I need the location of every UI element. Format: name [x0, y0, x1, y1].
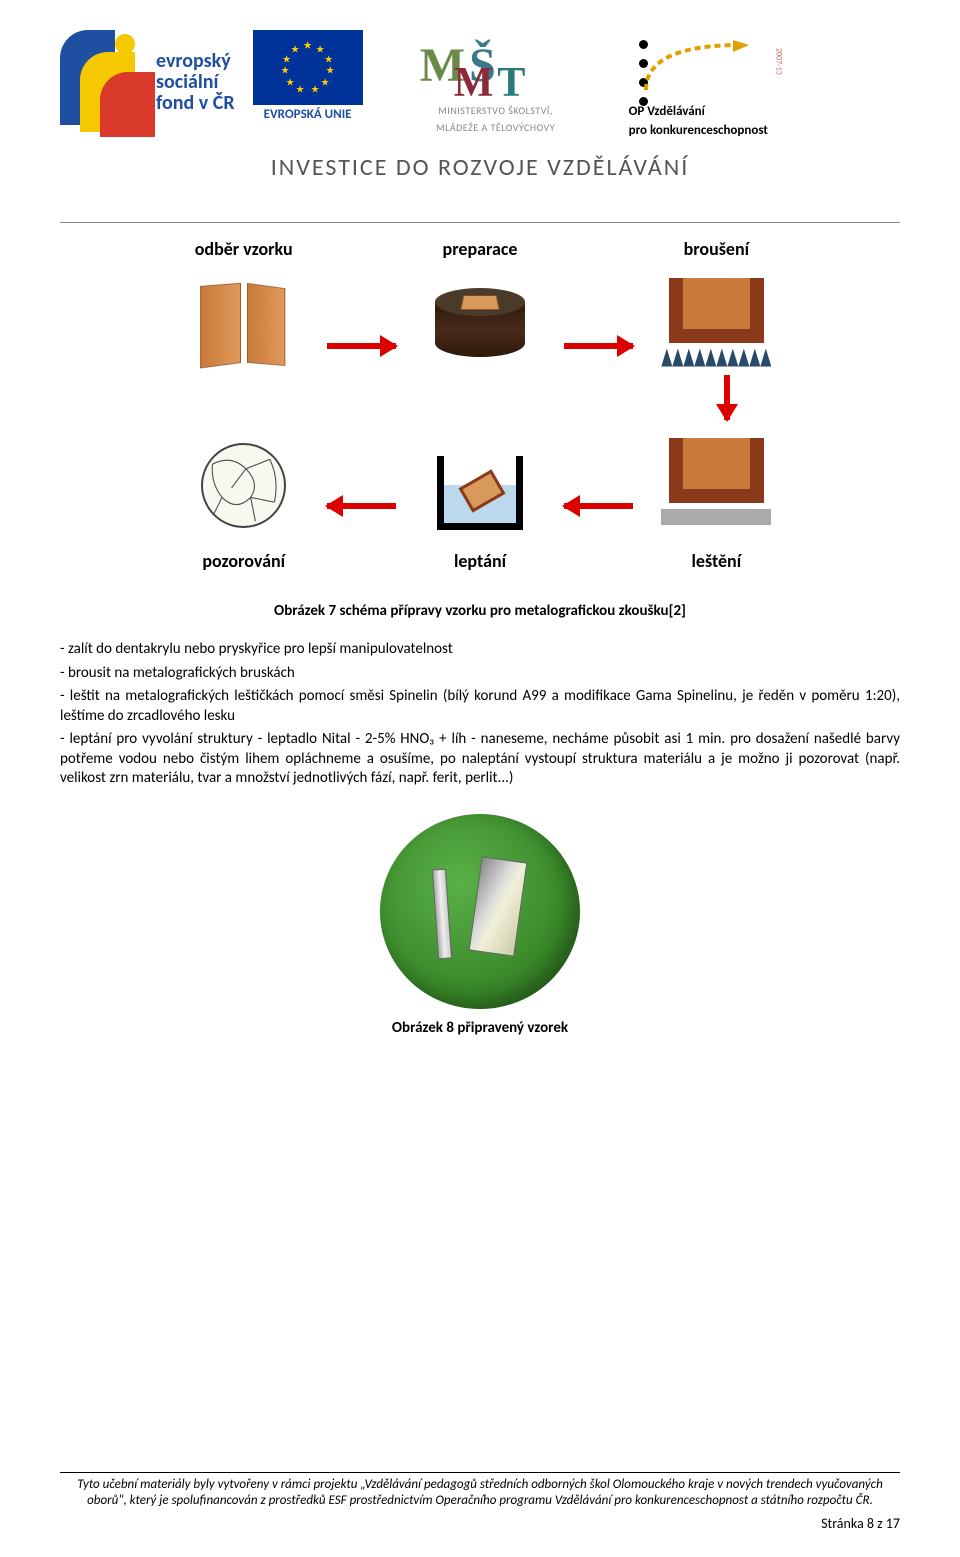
eu-logo: ★ ★ ★ ★ ★ ★ ★ ★ ★ ★ ★ ★ EVROPSKÁ UNIE — [253, 30, 363, 122]
figure-8-caption: Obrázek 8 připravený vzorek — [60, 1019, 900, 1037]
process-diagram: odběr vzorku preparace broušení — [160, 238, 800, 572]
msmt-logo: M Š M T MINISTERSTVO ŠKOLSTVÍ, MLÁDEŽE A… — [381, 30, 611, 134]
arrow-down-icon — [724, 375, 730, 420]
header-logo-strip: evropský sociální fond v ČR ★ ★ ★ ★ ★ ★ … — [60, 30, 900, 138]
figure-7-caption: Obrázek 7 schéma přípravy vzorku pro met… — [60, 602, 900, 620]
pic-brouseni — [633, 275, 800, 375]
label-odber: odběr vzorku — [160, 238, 327, 260]
sample-disc — [380, 814, 580, 1009]
line-2: - brousit na metalografických bruskách — [60, 664, 900, 684]
arrow-left-icon — [564, 503, 633, 509]
footer-text: Tyto učební materiály byly vytvořeny v r… — [60, 1477, 900, 1510]
footer-divider — [60, 1472, 900, 1473]
arrow-down-wrap — [160, 375, 800, 435]
metal-piece-1 — [432, 868, 452, 959]
body-text: - zalít do dentakrylu nebo pryskyřice pr… — [60, 640, 900, 789]
msmt-graphic: M Š M T — [381, 30, 611, 100]
esf-text: evropský sociální fond v ČR — [156, 51, 235, 114]
diagram-bottom-row — [160, 435, 800, 535]
page-number: Stránka 8 z 17 — [60, 1515, 900, 1532]
invest-heading: INVESTICE DO ROZVOJE VZDĚLÁVÁNÍ — [60, 153, 900, 182]
line-1: - zalít do dentakrylu nebo pryskyřice pr… — [60, 640, 900, 660]
line-3: - leštit na metalografických leštičkách … — [60, 687, 900, 726]
eu-label: EVROPSKÁ UNIE — [253, 107, 363, 122]
eu-flag: ★ ★ ★ ★ ★ ★ ★ ★ ★ ★ ★ ★ — [253, 30, 363, 105]
pic-pozorovani — [160, 435, 327, 535]
label-leptani: leptání — [396, 550, 563, 572]
op-logo: 2007-13 OP Vzdělávání pro konkurencescho… — [629, 30, 839, 138]
arrow-right-icon — [327, 343, 396, 349]
diagram-top-labels: odběr vzorku preparace broušení — [160, 238, 800, 275]
op-text-1: OP Vzdělávání — [629, 104, 839, 119]
page-footer: Tyto učební materiály byly vytvořeny v r… — [60, 1472, 900, 1533]
op-text-2: pro konkurenceschopnost — [629, 123, 839, 138]
diagram-top-row — [160, 275, 800, 375]
arrow-right-icon — [564, 343, 633, 349]
pic-leptani — [396, 435, 563, 535]
pic-lesteni — [633, 435, 800, 535]
header-divider — [60, 222, 900, 223]
arrow-left-icon — [327, 503, 396, 509]
op-arrow-icon — [641, 40, 751, 95]
line-4: - leptání pro vyvolání struktury - lepta… — [60, 730, 900, 789]
document-page: evropský sociální fond v ČR ★ ★ ★ ★ ★ ★ … — [0, 0, 960, 1557]
esf-graphic — [60, 30, 150, 135]
diagram-bottom-labels: pozorování leptání leštění — [160, 535, 800, 572]
label-brouseni: broušení — [633, 238, 800, 260]
label-pozorovani: pozorování — [160, 550, 327, 572]
label-lesteni: leštění — [633, 550, 800, 572]
label-preparace: preparace — [396, 238, 563, 260]
grain-lines-icon — [203, 445, 284, 526]
msmt-text-1: MINISTERSTVO ŠKOLSTVÍ, — [381, 104, 611, 117]
op-year: 2007-13 — [774, 48, 784, 75]
msmt-text-2: MLÁDEŽE A TĚLOVÝCHOVY — [381, 121, 611, 134]
esf-logo: evropský sociální fond v ČR — [60, 30, 235, 135]
metal-piece-2 — [469, 856, 528, 956]
pic-odber — [160, 275, 327, 375]
figure-8-image — [60, 814, 900, 1009]
pic-preparace — [396, 275, 563, 375]
op-graphic: 2007-13 — [629, 30, 839, 100]
